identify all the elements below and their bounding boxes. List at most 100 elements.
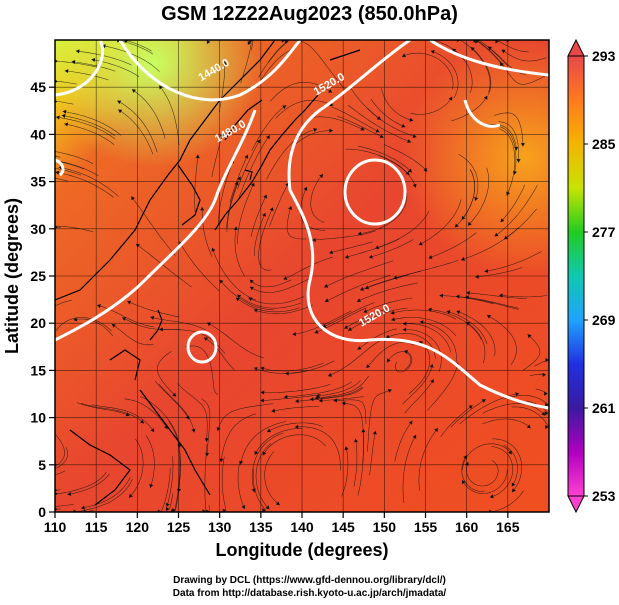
streamline — [427, 362, 459, 411]
colorbar-label: 285 — [592, 136, 616, 152]
streamline-arrow — [295, 399, 299, 404]
y-tick-label: 15 — [30, 362, 46, 378]
streamline-arrow — [454, 223, 459, 228]
streamline — [64, 123, 115, 145]
x-tick-label: 120 — [126, 519, 150, 535]
x-tick-label: 155 — [414, 519, 438, 535]
streamline — [366, 342, 415, 369]
streamline — [418, 199, 462, 246]
streamline — [357, 145, 412, 173]
streamline-arrow — [341, 401, 346, 406]
streamline — [487, 46, 527, 75]
y-tick-label: 35 — [30, 174, 46, 190]
streamline-arrow — [526, 424, 531, 429]
streamline-arrow — [520, 143, 525, 147]
streamline — [270, 82, 333, 102]
streamline — [333, 399, 367, 424]
streamline-arrow — [269, 207, 274, 212]
streamline-arrow — [122, 317, 127, 321]
streamline-arrow — [292, 331, 297, 337]
streamline-arrow — [55, 491, 59, 496]
streamline-arrow — [81, 505, 85, 510]
streamline-arrow — [466, 290, 470, 296]
streamline-arrow — [495, 40, 499, 44]
streamline-arrow — [165, 503, 170, 507]
streamline-arrow — [404, 349, 408, 354]
streamline — [240, 421, 287, 465]
streamline — [56, 156, 61, 158]
streamline — [234, 226, 245, 277]
streamline-arrow — [439, 293, 444, 298]
streamline-arrow — [407, 139, 412, 143]
streamline — [81, 476, 131, 509]
streamline-arrow — [263, 194, 268, 199]
streamline-arrow — [75, 49, 80, 54]
streamline — [145, 435, 155, 488]
streamline — [237, 462, 245, 510]
streamline-arrow — [542, 372, 547, 377]
streamline — [56, 470, 66, 475]
colorbar-label: 277 — [592, 224, 616, 240]
streamline-arrow — [128, 493, 133, 498]
streamline — [157, 351, 177, 397]
streamline-arrow — [512, 488, 516, 493]
streamline — [369, 430, 376, 476]
streamline-arrow — [172, 508, 176, 512]
streamline-arrow — [409, 117, 414, 122]
streamline — [62, 111, 122, 136]
streamline — [451, 95, 488, 122]
streamline-arrow — [419, 341, 424, 345]
streamline — [478, 41, 505, 67]
streamline-arrow — [357, 345, 362, 350]
streamline — [479, 40, 509, 67]
streamline — [250, 194, 267, 237]
streamline — [140, 396, 181, 448]
streamline — [203, 337, 235, 371]
streamline — [201, 398, 211, 457]
streamline-arrow — [504, 235, 509, 240]
streamline-arrow — [401, 123, 406, 128]
streamline-arrow — [127, 300, 132, 305]
streamline-arrow — [511, 482, 516, 487]
streamline — [73, 318, 113, 336]
streamline-arrow — [131, 196, 135, 201]
streamline-arrow — [475, 274, 479, 279]
streamline-arrow — [356, 298, 361, 303]
streamline — [266, 128, 318, 180]
streamline — [337, 115, 384, 138]
y-tick-label: 40 — [30, 126, 46, 142]
streamline-arrow — [219, 458, 224, 463]
credit-data: Data from http://database.rish.kyoto-u.a… — [172, 588, 447, 599]
colorbar-label: 269 — [592, 312, 616, 328]
streamline-arrow — [527, 334, 532, 339]
streamline — [268, 41, 289, 63]
streamline — [56, 168, 82, 176]
streamline — [494, 112, 524, 147]
streamline — [237, 139, 261, 189]
streamline-arrow — [353, 438, 359, 443]
streamline — [218, 159, 234, 225]
streamline — [194, 154, 199, 213]
colorbar-label: 253 — [592, 488, 616, 504]
streamline-arrow — [64, 69, 69, 74]
streamline — [357, 328, 397, 350]
streamline — [55, 225, 94, 233]
streamline — [56, 447, 68, 469]
streamline-arrow — [372, 430, 377, 435]
streamline — [111, 323, 154, 346]
x-tick-label: 165 — [496, 519, 520, 535]
streamline-arrow — [483, 95, 488, 100]
streamline — [57, 489, 61, 491]
streamline-arrow — [241, 505, 246, 510]
streamline-arrow — [204, 438, 209, 442]
streamline-arrow — [368, 254, 373, 259]
streamline-arrow — [211, 247, 216, 252]
streamline — [461, 455, 485, 492]
streamline-arrow — [484, 268, 489, 274]
streamline — [391, 317, 457, 337]
streamline-arrow — [488, 46, 493, 51]
streamline-arrow — [136, 243, 140, 248]
streamline-arrow — [67, 491, 72, 496]
streamline — [294, 426, 341, 471]
streamline-arrow — [91, 57, 96, 63]
